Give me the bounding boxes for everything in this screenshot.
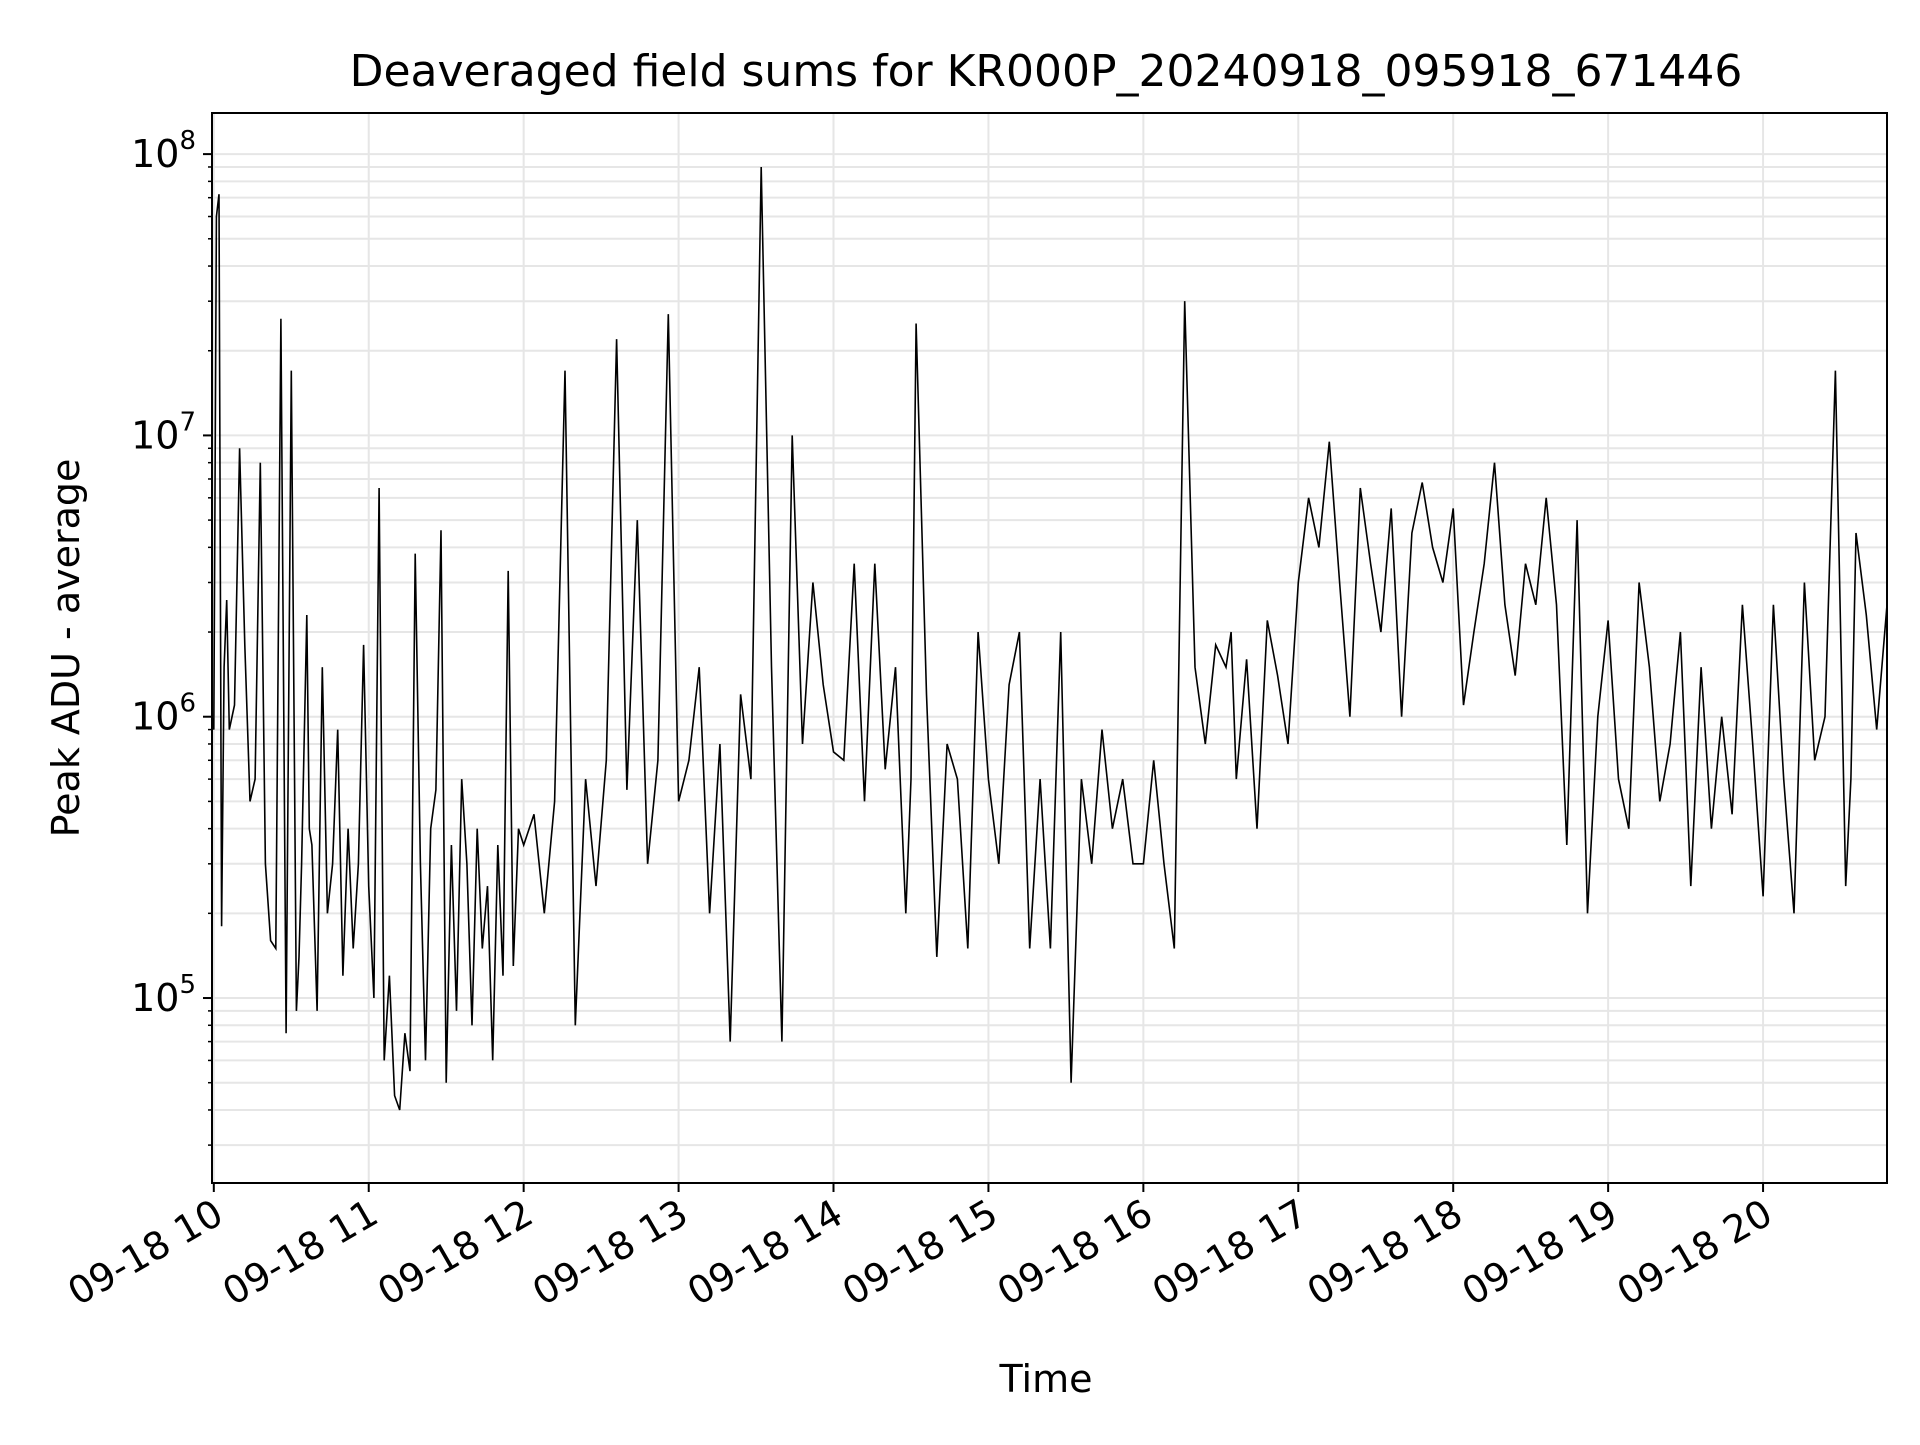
y-tick-label: 105 — [131, 970, 196, 1020]
y-tick-label: 107 — [131, 407, 196, 457]
axes-frame — [211, 112, 1888, 1184]
x-axis-label: Time — [999, 1357, 1093, 1401]
y-tick-label: 106 — [131, 689, 196, 739]
grid-layer — [212, 113, 1887, 1183]
y-tick-label: 108 — [131, 126, 196, 176]
plot-layer — [211, 166, 1888, 1111]
chart-title: Deaveraged field sums for KR000P_2024091… — [350, 46, 1743, 97]
y-axis-label: Peak ADU - average — [44, 459, 88, 838]
series-line — [211, 166, 1888, 1111]
